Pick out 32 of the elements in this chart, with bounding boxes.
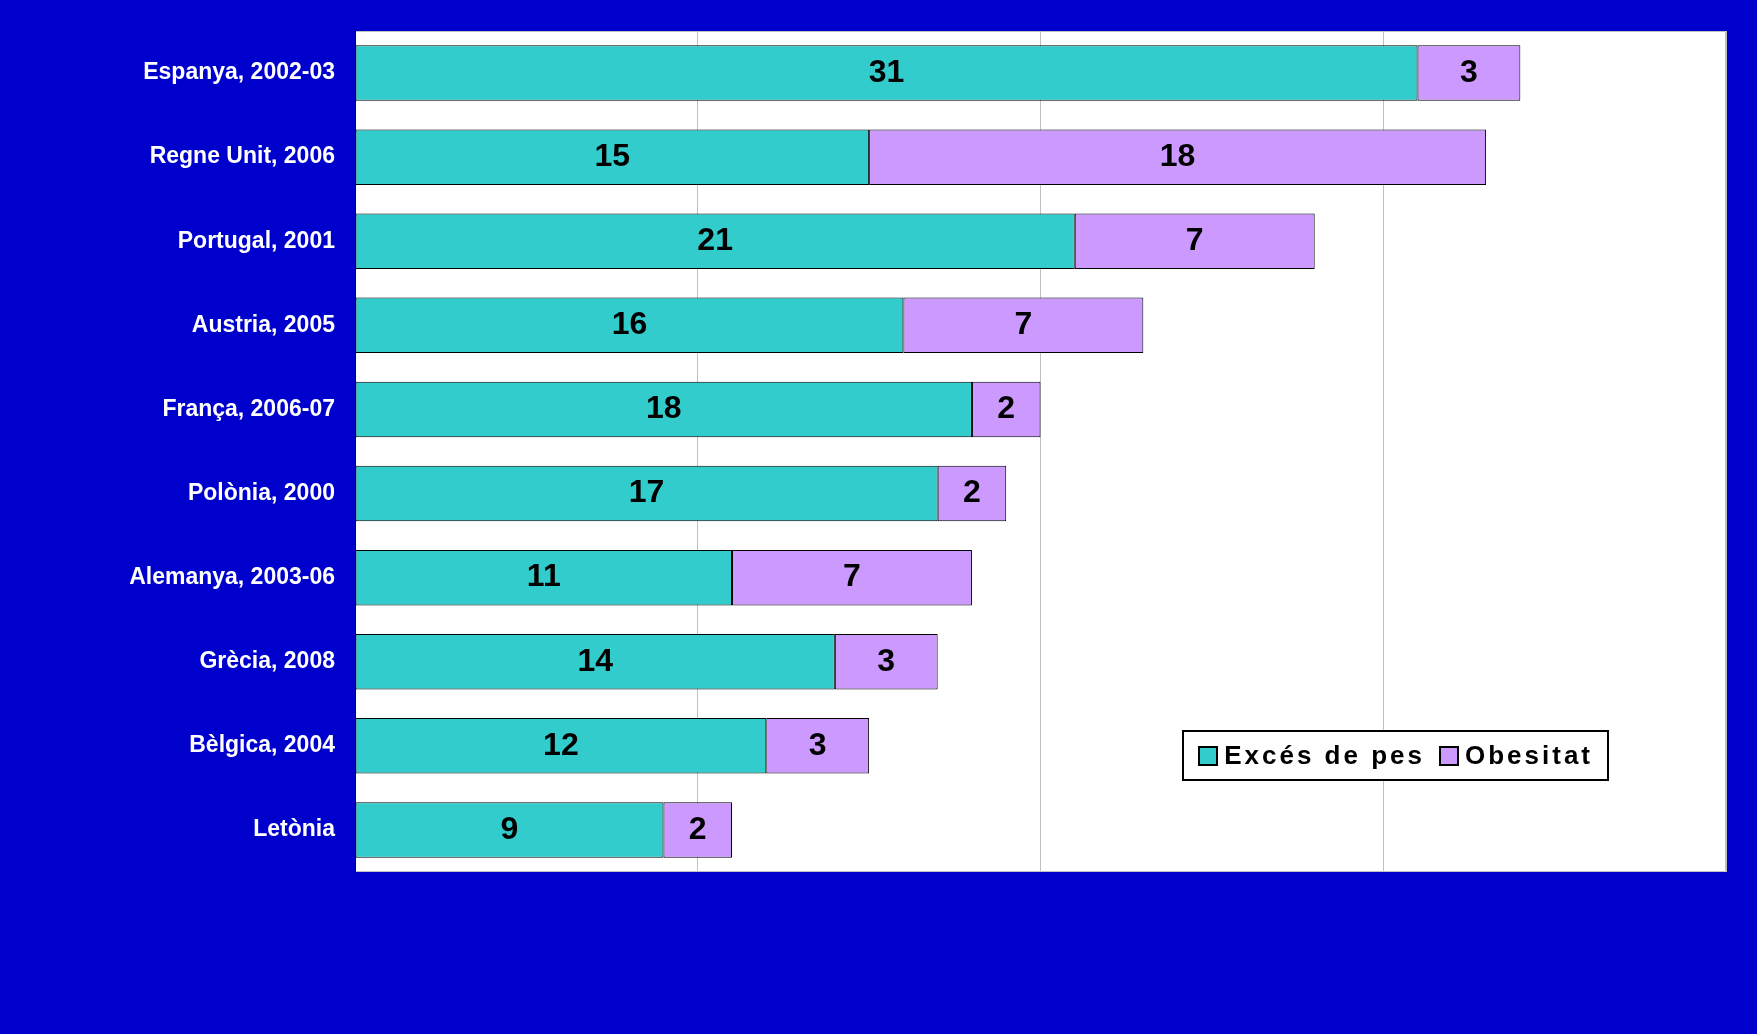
data-label: 9 bbox=[500, 809, 519, 846]
y-tick-label: Regne Unit, 2006 bbox=[149, 142, 335, 169]
data-label: 21 bbox=[697, 221, 733, 258]
data-label: 17 bbox=[628, 473, 665, 510]
data-label: 2 bbox=[688, 809, 707, 846]
data-label: 3 bbox=[808, 725, 827, 762]
data-label: 3 bbox=[877, 641, 896, 678]
data-label: 7 bbox=[843, 557, 861, 594]
data-label: 16 bbox=[611, 305, 648, 342]
data-label: 2 bbox=[963, 473, 981, 510]
y-tick-label: França, 2006-07 bbox=[162, 394, 335, 421]
data-label: 12 bbox=[543, 725, 579, 762]
legend-label: Obesitat bbox=[1464, 740, 1593, 771]
data-label: 3 bbox=[1460, 52, 1478, 89]
data-label: 7 bbox=[1014, 305, 1033, 342]
data-label: 15 bbox=[594, 136, 631, 173]
data-label: 31 bbox=[868, 52, 905, 89]
data-label: 18 bbox=[645, 389, 682, 426]
y-tick-label: Grècia, 2008 bbox=[199, 647, 336, 674]
data-label: 2 bbox=[997, 389, 1016, 426]
y-tick-label: Alemanya, 2003-06 bbox=[129, 562, 335, 589]
y-tick-label: Letònia bbox=[253, 815, 336, 842]
y-tick-label: Bèlgica, 2004 bbox=[189, 731, 336, 758]
data-label: 18 bbox=[1159, 136, 1196, 173]
data-label: 7 bbox=[1185, 221, 1204, 258]
data-label: 14 bbox=[577, 641, 614, 678]
y-tick-label: Polònia, 2000 bbox=[187, 478, 335, 505]
y-tick-label: Espanya, 2002-03 bbox=[143, 58, 335, 85]
y-tick-label: Portugal, 2001 bbox=[177, 226, 336, 253]
y-tick-label: Austria, 2005 bbox=[191, 310, 336, 337]
legend-label: Excés de pes bbox=[1224, 740, 1425, 771]
data-label: 11 bbox=[526, 557, 561, 594]
